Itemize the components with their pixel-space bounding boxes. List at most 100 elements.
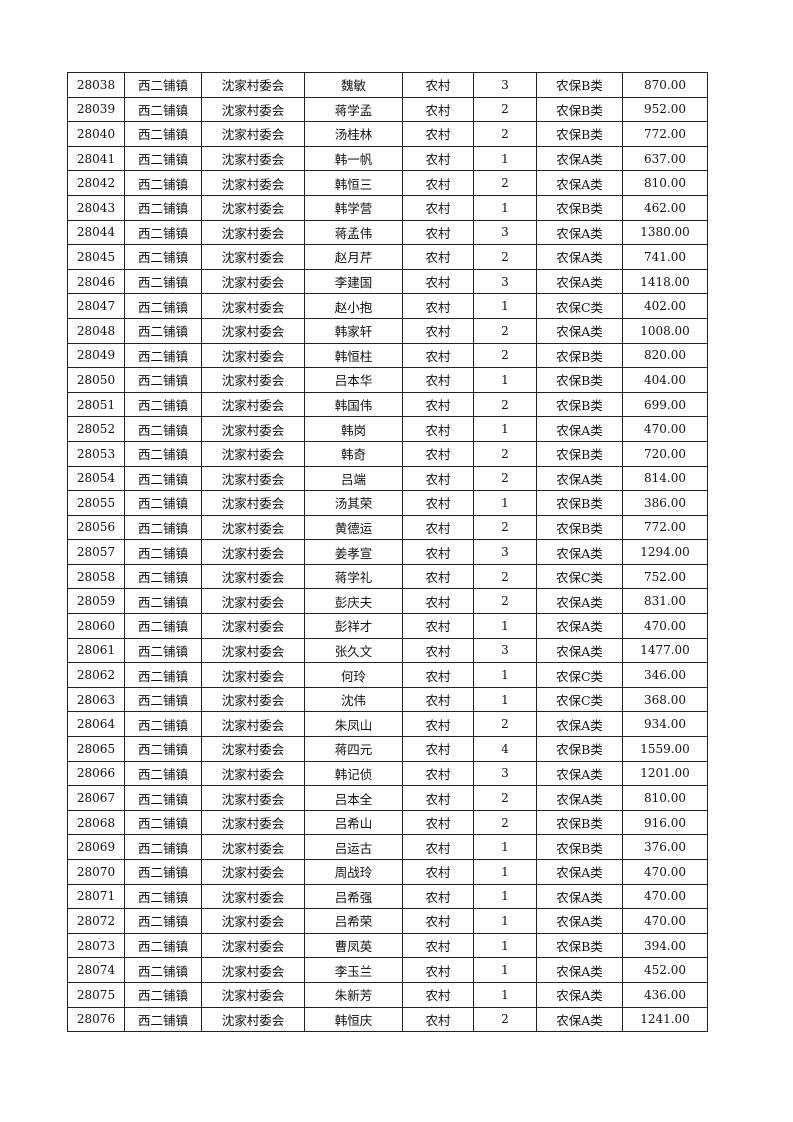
name-cell: 曹凤英 <box>304 932 403 959</box>
village-cell: 沈家村委会 <box>201 96 305 123</box>
name-cell: 韩恒庆 <box>304 1006 403 1033</box>
count-cell: 3 <box>473 539 537 565</box>
village-cell: 沈家村委会 <box>201 440 305 467</box>
category-cell: 农保A类 <box>536 957 623 983</box>
table-row: 28072 西二铺镇 沈家村委会 吕希荣 农村 1 农保A类 470.00 <box>67 908 708 934</box>
town-cell: 西二铺镇 <box>124 145 202 172</box>
category-cell: 农保A类 <box>536 785 623 811</box>
name-cell: 韩家轩 <box>304 317 403 344</box>
count-cell: 1 <box>473 145 537 172</box>
table-row: 28043 西二铺镇 沈家村委会 韩学营 农村 1 农保B类 462.00 <box>67 194 708 221</box>
count-cell: 2 <box>473 465 537 492</box>
amount-cell: 1294.00 <box>622 539 708 565</box>
type-cell: 农村 <box>402 1006 474 1033</box>
id-cell: 28072 <box>67 908 125 934</box>
table-row: 28054 西二铺镇 沈家村委会 吕端 农村 2 农保A类 814.00 <box>67 465 708 492</box>
name-cell: 姜孝宣 <box>304 539 403 565</box>
name-cell: 韩恒柱 <box>304 342 403 369</box>
id-cell: 28044 <box>67 219 125 246</box>
count-cell: 3 <box>473 760 537 787</box>
type-cell: 农村 <box>402 121 474 147</box>
type-cell: 农村 <box>402 514 474 541</box>
category-cell: 农保A类 <box>536 637 623 664</box>
count-cell: 2 <box>473 342 537 369</box>
type-cell: 农村 <box>402 662 474 688</box>
town-cell: 西二铺镇 <box>124 908 202 934</box>
category-cell: 农保A类 <box>536 244 623 270</box>
id-cell: 28058 <box>67 563 125 590</box>
category-cell: 农保A类 <box>536 859 623 885</box>
type-cell: 农村 <box>402 932 474 959</box>
category-cell: 农保A类 <box>536 219 623 246</box>
name-cell: 周战玲 <box>304 859 403 885</box>
table-row: 28044 西二铺镇 沈家村委会 蒋孟伟 农村 3 农保A类 1380.00 <box>67 219 708 246</box>
table-row: 28045 西二铺镇 沈家村委会 赵月芹 农村 2 农保A类 741.00 <box>67 244 708 270</box>
amount-cell: 346.00 <box>622 662 708 688</box>
type-cell: 农村 <box>402 317 474 344</box>
village-cell: 沈家村委会 <box>201 72 305 98</box>
town-cell: 西二铺镇 <box>124 268 202 295</box>
type-cell: 农村 <box>402 957 474 983</box>
type-cell: 农村 <box>402 613 474 639</box>
name-cell: 韩岗 <box>304 416 403 442</box>
count-cell: 2 <box>473 514 537 541</box>
amount-cell: 402.00 <box>622 293 708 319</box>
type-cell: 农村 <box>402 859 474 885</box>
table-row: 28063 西二铺镇 沈家村委会 沈伟 农村 1 农保C类 368.00 <box>67 686 708 713</box>
category-cell: 农保B类 <box>536 490 623 516</box>
type-cell: 农村 <box>402 834 474 860</box>
village-cell: 沈家村委会 <box>201 194 305 221</box>
type-cell: 农村 <box>402 145 474 172</box>
id-cell: 28066 <box>67 760 125 787</box>
type-cell: 农村 <box>402 908 474 934</box>
amount-cell: 934.00 <box>622 711 708 738</box>
town-cell: 西二铺镇 <box>124 514 202 541</box>
village-cell: 沈家村委会 <box>201 834 305 860</box>
name-cell: 韩奇 <box>304 440 403 467</box>
category-cell: 农保B类 <box>536 440 623 467</box>
town-cell: 西二铺镇 <box>124 588 202 615</box>
category-cell: 农保A类 <box>536 268 623 295</box>
village-cell: 沈家村委会 <box>201 121 305 147</box>
table-row: 28070 西二铺镇 沈家村委会 周战玲 农村 1 农保A类 470.00 <box>67 859 708 885</box>
type-cell: 农村 <box>402 194 474 221</box>
name-cell: 韩一帆 <box>304 145 403 172</box>
town-cell: 西二铺镇 <box>124 957 202 983</box>
name-cell: 朱凤山 <box>304 711 403 738</box>
town-cell: 西二铺镇 <box>124 342 202 369</box>
name-cell: 蒋孟伟 <box>304 219 403 246</box>
type-cell: 农村 <box>402 711 474 738</box>
type-cell: 农村 <box>402 293 474 319</box>
count-cell: 1 <box>473 859 537 885</box>
type-cell: 农村 <box>402 785 474 811</box>
name-cell: 蒋学礼 <box>304 563 403 590</box>
category-cell: 农保A类 <box>536 170 623 196</box>
town-cell: 西二铺镇 <box>124 859 202 885</box>
count-cell: 1 <box>473 883 537 910</box>
type-cell: 农村 <box>402 686 474 713</box>
table-row: 28042 西二铺镇 沈家村委会 韩恒三 农村 2 农保A类 810.00 <box>67 170 708 196</box>
amount-cell: 376.00 <box>622 834 708 860</box>
amount-cell: 720.00 <box>622 440 708 467</box>
amount-cell: 368.00 <box>622 686 708 713</box>
id-cell: 28056 <box>67 514 125 541</box>
village-cell: 沈家村委会 <box>201 268 305 295</box>
name-cell: 朱新芳 <box>304 981 403 1008</box>
id-cell: 28063 <box>67 686 125 713</box>
amount-cell: 1201.00 <box>622 760 708 787</box>
count-cell: 2 <box>473 170 537 196</box>
table-row: 28075 西二铺镇 沈家村委会 朱新芳 农村 1 农保A类 436.00 <box>67 981 708 1008</box>
amount-cell: 1008.00 <box>622 317 708 344</box>
village-cell: 沈家村委会 <box>201 416 305 442</box>
town-cell: 西二铺镇 <box>124 244 202 270</box>
type-cell: 农村 <box>402 268 474 295</box>
table-row: 28051 西二铺镇 沈家村委会 韩国伟 农村 2 农保B类 699.00 <box>67 391 708 418</box>
id-cell: 28047 <box>67 293 125 319</box>
name-cell: 吕运古 <box>304 834 403 860</box>
table-row: 28068 西二铺镇 沈家村委会 吕希山 农村 2 农保B类 916.00 <box>67 809 708 836</box>
table-row: 28065 西二铺镇 沈家村委会 蒋四元 农村 4 农保B类 1559.00 <box>67 736 708 762</box>
name-cell: 黄德运 <box>304 514 403 541</box>
town-cell: 西二铺镇 <box>124 539 202 565</box>
village-cell: 沈家村委会 <box>201 145 305 172</box>
name-cell: 吕希荣 <box>304 908 403 934</box>
